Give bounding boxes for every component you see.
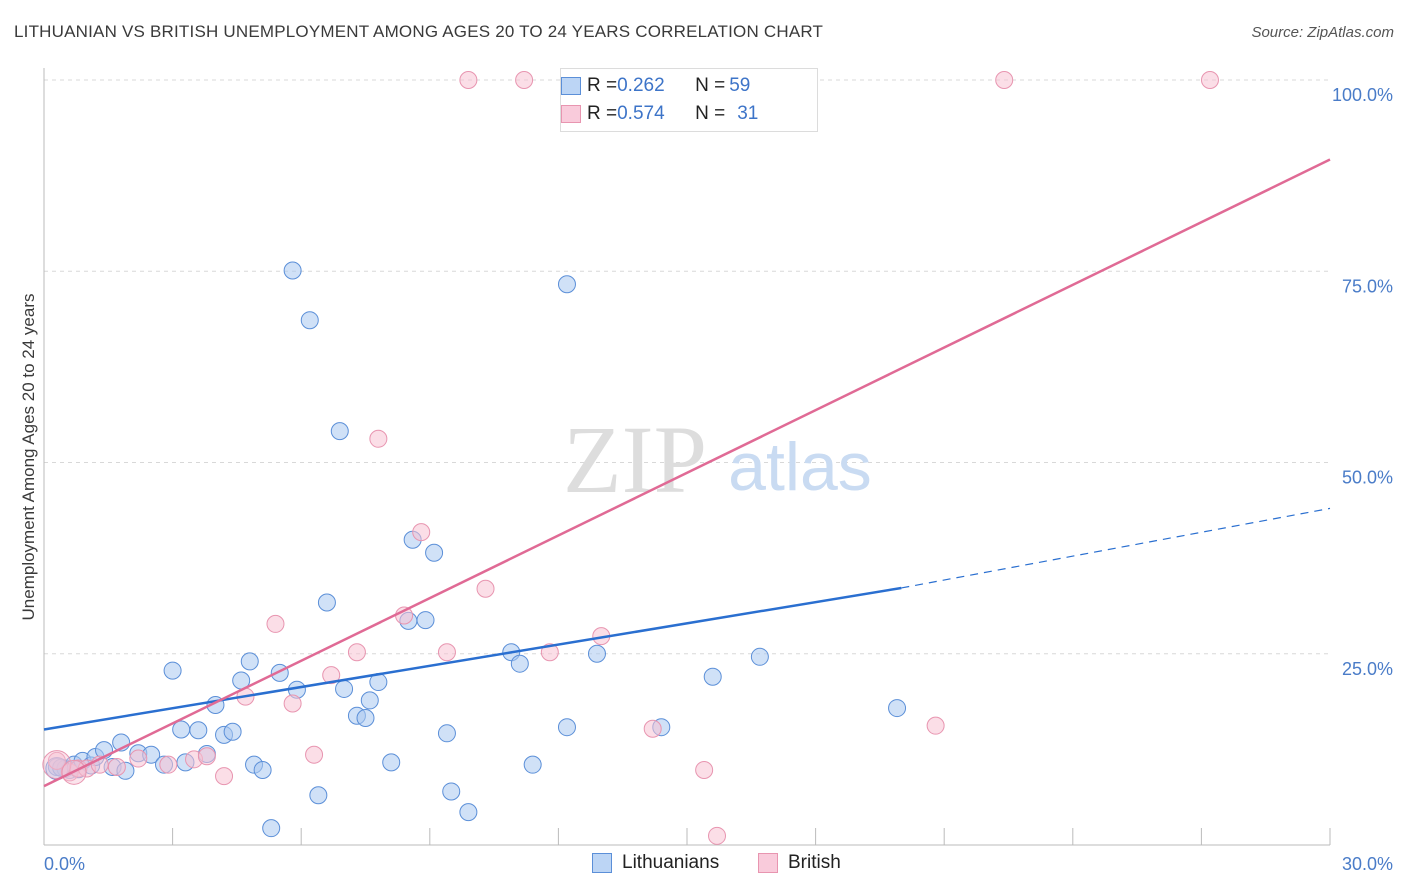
data-point xyxy=(416,611,435,630)
legend-row-british: R = 0.574 N = 31 xyxy=(561,101,759,127)
data-point xyxy=(437,724,456,743)
y-tick-label: 25.0% xyxy=(1342,659,1393,679)
data-point xyxy=(317,593,336,612)
x-tick-label: 30.0% xyxy=(1342,854,1393,874)
data-point xyxy=(888,699,907,718)
data-point xyxy=(266,614,285,633)
data-point xyxy=(47,751,66,770)
data-point xyxy=(159,755,178,774)
legend-r-label: R = xyxy=(587,103,618,124)
data-point xyxy=(442,782,461,801)
data-point xyxy=(926,716,945,735)
y-axis-label: Unemployment Among Ages 20 to 24 years xyxy=(19,294,38,621)
data-point xyxy=(557,718,576,737)
data-point xyxy=(643,719,662,738)
data-point xyxy=(283,261,302,280)
data-point xyxy=(557,275,576,294)
series-lithuanians xyxy=(45,261,907,838)
legend-label-lithuanians: Lithuanians xyxy=(622,852,720,873)
watermark-zip: ZIP xyxy=(563,406,707,513)
series-legend: Lithuanians British xyxy=(0,852,1406,878)
y-tick-label: 100.0% xyxy=(1332,85,1393,105)
watermark: ZIP atlas xyxy=(563,406,872,513)
data-point xyxy=(1200,71,1219,89)
legend-item-british[interactable]: British xyxy=(758,852,841,874)
trend-line-lithuanians xyxy=(43,586,902,731)
chart-title: LITHUANIAN VS BRITISH UNEMPLOYMENT AMONG… xyxy=(14,22,824,41)
legend-n-label: N = xyxy=(695,75,726,96)
legend-swatch-blue xyxy=(561,77,581,95)
axes xyxy=(43,68,1331,846)
data-point xyxy=(215,767,234,786)
legend-swatch-pink xyxy=(561,105,581,123)
data-point xyxy=(425,543,444,562)
data-point xyxy=(382,753,401,772)
y-tick-label: 50.0% xyxy=(1342,468,1393,488)
data-point xyxy=(283,694,302,713)
stats-legend: R = 0.262 N = 59 R = 0.574 N = 31 xyxy=(560,68,818,132)
legend-n-value: 31 xyxy=(737,103,759,124)
data-point xyxy=(262,819,281,838)
data-point xyxy=(703,667,722,686)
data-point xyxy=(223,722,242,741)
data-point xyxy=(459,803,478,822)
legend-label-british: British xyxy=(788,852,841,873)
legend-row-lithuanians: R = 0.262 N = 59 xyxy=(561,73,751,99)
legend-n-value: 59 xyxy=(729,75,751,96)
data-point xyxy=(305,745,324,764)
watermark-atlas: atlas xyxy=(728,429,872,505)
data-point xyxy=(515,71,534,89)
legend-swatch-british xyxy=(758,853,778,873)
data-point xyxy=(309,786,328,805)
trend-lines xyxy=(43,158,1331,788)
data-point xyxy=(240,652,259,671)
data-point xyxy=(129,749,148,768)
data-point xyxy=(189,721,208,740)
y-tick-label: 75.0% xyxy=(1342,276,1393,296)
legend-n-label: N = xyxy=(695,103,726,124)
data-point xyxy=(587,644,606,663)
data-point xyxy=(510,654,529,673)
x-tick-labels: 0.0% 30.0% xyxy=(44,854,1393,874)
data-point xyxy=(356,709,375,728)
y-tick-labels: 25.0% 50.0% 75.0% 100.0% xyxy=(1332,85,1393,679)
data-point xyxy=(335,679,354,698)
data-point xyxy=(163,661,182,680)
data-point xyxy=(107,757,126,776)
data-point xyxy=(437,643,456,662)
data-point xyxy=(750,647,769,666)
data-point xyxy=(459,71,478,89)
data-point xyxy=(476,579,495,598)
data-point xyxy=(540,643,559,662)
data-point xyxy=(995,71,1014,89)
grid-lines xyxy=(44,79,1330,655)
legend-r-value: 0.574 xyxy=(617,103,665,124)
data-point xyxy=(369,429,388,448)
legend-r-label: R = xyxy=(587,75,618,96)
data-point xyxy=(708,826,727,845)
source-credit: Source: ZipAtlas.com xyxy=(1251,24,1394,41)
data-point xyxy=(197,747,216,766)
data-point xyxy=(300,311,319,330)
trend-line-lithuanians-extension xyxy=(901,507,1331,589)
trend-line-british xyxy=(43,158,1331,788)
legend-swatch-lithuanians xyxy=(592,853,612,873)
x-tick-label: 0.0% xyxy=(44,854,85,874)
data-point xyxy=(360,691,379,710)
data-point xyxy=(695,761,714,780)
legend-r-value: 0.262 xyxy=(617,75,665,96)
data-point xyxy=(253,761,272,780)
legend-item-lithuanians[interactable]: Lithuanians xyxy=(592,852,719,874)
data-point xyxy=(322,666,341,685)
data-point xyxy=(347,643,366,662)
data-point xyxy=(330,422,349,441)
data-point xyxy=(412,523,431,542)
data-point xyxy=(523,755,542,774)
